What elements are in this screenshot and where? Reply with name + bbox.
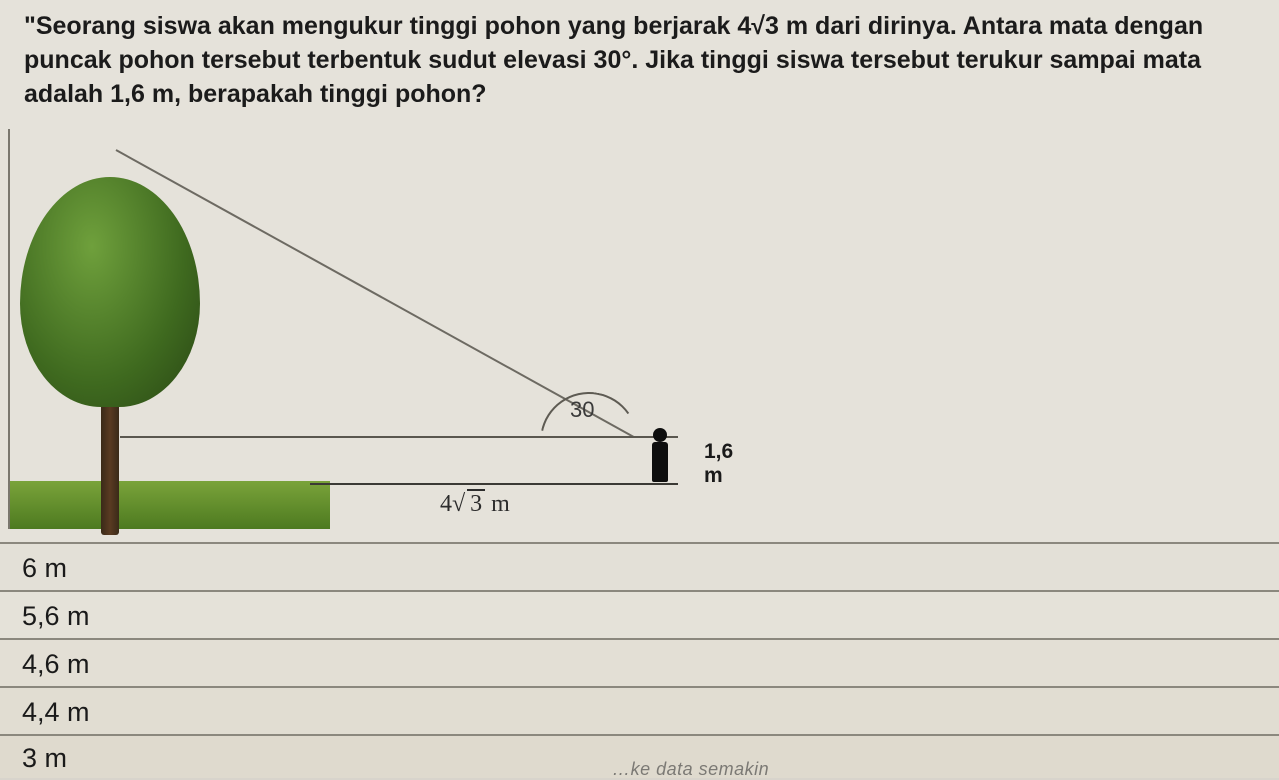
person-height-label: 1,6 m bbox=[704, 440, 733, 488]
distance-unit: m bbox=[485, 491, 510, 517]
tree-canopy bbox=[20, 177, 200, 407]
person-icon bbox=[650, 428, 670, 484]
worksheet-page: "Seorang siswa akan mengukur tinggi poho… bbox=[0, 0, 1279, 778]
question-text: "Seorang siswa akan mengukur tinggi poho… bbox=[0, 0, 1279, 119]
problem-diagram: 30 1,6 m 4√3 m bbox=[8, 129, 728, 529]
answer-options: 6 m 5,6 m 4,6 m 4,4 m 3 m bbox=[0, 542, 1279, 778]
ground-line bbox=[310, 483, 678, 485]
grass-strip bbox=[10, 481, 330, 529]
person-head bbox=[653, 428, 667, 442]
person-body bbox=[652, 442, 668, 482]
option-d[interactable]: 4,4 m bbox=[0, 686, 1279, 734]
angle-label: 30 bbox=[570, 397, 594, 423]
option-c[interactable]: 4,6 m bbox=[0, 638, 1279, 686]
distance-radicand: 3 bbox=[467, 489, 485, 517]
footer-fragment: …ke data semakin bbox=[612, 759, 769, 780]
distance-label: 4√3 m bbox=[440, 491, 510, 518]
distance-coeff: 4 bbox=[440, 491, 452, 517]
option-b[interactable]: 5,6 m bbox=[0, 590, 1279, 638]
option-a[interactable]: 6 m bbox=[0, 542, 1279, 590]
